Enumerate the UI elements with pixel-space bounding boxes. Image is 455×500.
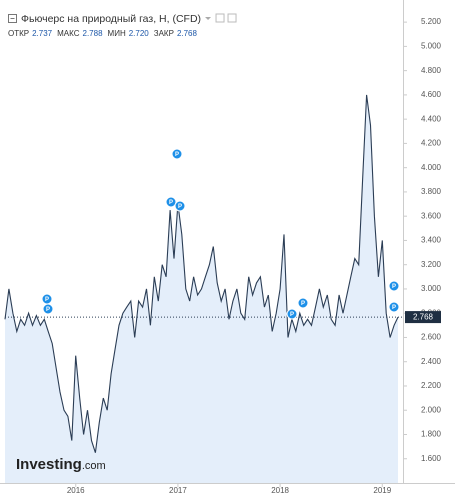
y-tick-label: 4.800: [421, 66, 442, 75]
y-tick-label: 2.600: [421, 333, 442, 342]
y-tick-label: 4.600: [421, 90, 442, 99]
line: [4, 94, 399, 453]
stat-value: 2.788: [83, 29, 104, 38]
event-marker-label: P: [45, 297, 49, 303]
event-marker[interactable]: [388, 280, 400, 292]
y-tick-label: 4.000: [421, 163, 442, 172]
y-tick-label: 1.800: [421, 430, 442, 439]
event-marker[interactable]: [286, 308, 298, 320]
stat-name: ОТКР: [8, 29, 29, 38]
event-marker-label: P: [301, 301, 305, 307]
x-tick-label: 2017: [169, 486, 187, 495]
event-marker-label: P: [178, 204, 182, 210]
event-marker[interactable]: [42, 303, 54, 315]
stat-value: 2.737: [32, 29, 53, 38]
watermark-suffix: .com: [82, 460, 106, 472]
chart-title: Фьючерс на природный газ, Н, (CFD): [21, 13, 201, 25]
event-marker[interactable]: [297, 297, 309, 309]
event-marker[interactable]: [165, 196, 177, 208]
y-tick-label: 3.200: [421, 260, 442, 269]
x-tick-label: 2016: [67, 486, 85, 495]
dropdown-icon[interactable]: [205, 17, 212, 20]
watermark: Investing: [16, 456, 82, 473]
y-tick-label: 4.400: [421, 114, 442, 123]
y-tick-label: 3.000: [421, 284, 442, 293]
event-marker[interactable]: [388, 301, 400, 313]
y-tick-label: 2.400: [421, 357, 442, 366]
event-marker-label: P: [46, 307, 50, 313]
settings-icon[interactable]: [215, 13, 225, 23]
y-tick-label: 2.200: [421, 381, 442, 390]
y-tick-label: 5.000: [421, 41, 442, 50]
stat-value: 2.768: [177, 29, 198, 38]
last-price-label: 2.768: [413, 313, 434, 322]
x-tick-label: 2019: [373, 486, 391, 495]
stat-name: МАКС: [57, 29, 80, 38]
y-tick-label: 5.200: [421, 17, 442, 26]
stat-name: ЗАКР: [154, 29, 174, 38]
event-marker-label: P: [175, 152, 179, 158]
event-marker-label: P: [169, 200, 173, 206]
x-tick-label: 2018: [271, 486, 289, 495]
event-marker-label: P: [290, 312, 294, 318]
close-icon[interactable]: [227, 13, 237, 23]
y-tick-label: 2.000: [421, 405, 442, 414]
event-marker[interactable]: [174, 200, 186, 212]
last-price-box: [405, 311, 441, 324]
event-marker[interactable]: [171, 148, 183, 160]
y-tick-label: 1.600: [421, 454, 442, 463]
y-tick-label: 3.600: [421, 211, 442, 220]
y-tick-label: 3.800: [421, 187, 442, 196]
event-marker-label: P: [392, 305, 396, 311]
y-tick-label: 3.400: [421, 236, 442, 245]
event-marker-label: P: [392, 284, 396, 290]
stat-value: 2.720: [129, 29, 150, 38]
stat-name: МИН: [108, 29, 126, 38]
y-tick-label: 4.200: [421, 139, 442, 148]
